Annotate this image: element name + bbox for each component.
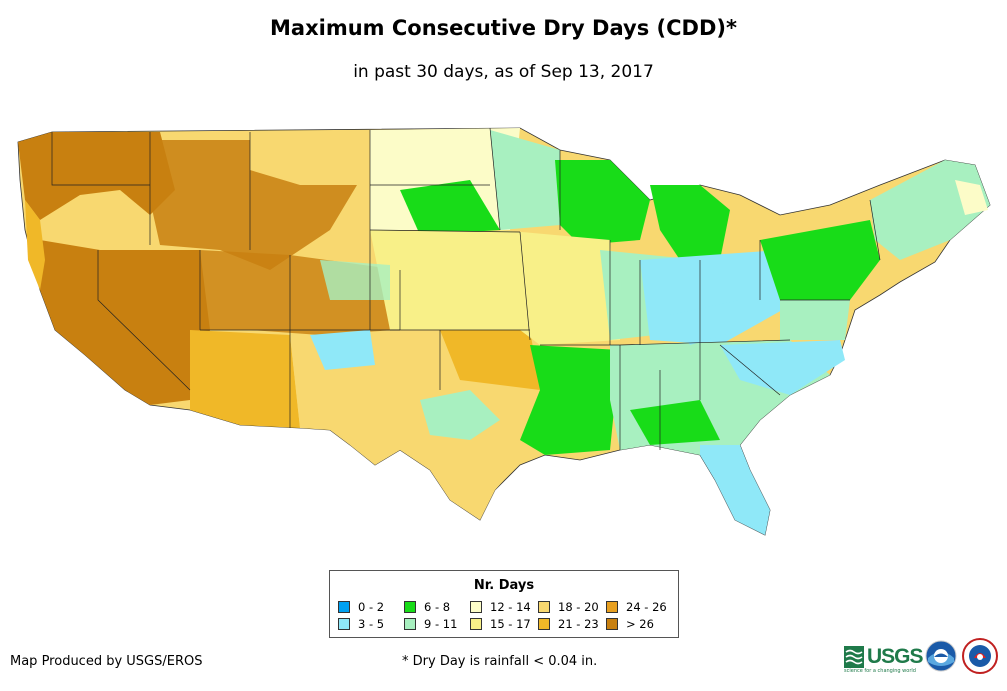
legend-swatch [606,601,618,613]
region-minnesota [490,130,560,230]
region-tennessee-blue [670,300,740,345]
legend-item: 15 - 17 [470,617,531,631]
usgs-logo: USGS science for a changing world [844,644,924,674]
map-title: Maximum Consecutive Dry Days (CDD)* [270,16,737,40]
legend-item: 6 - 8 [404,600,450,614]
legend-swatch [404,618,416,630]
legend-item: > 26 [606,617,654,631]
region-wisconsin [555,160,650,245]
legend-label: 18 - 20 [558,600,599,614]
footnote-text: * Dry Day is rainfall < 0.04 in. [402,654,598,669]
credit-text: Map Produced by USGS/EROS [10,654,203,669]
legend-title: Nr. Days [473,578,535,593]
region-montana [250,130,370,185]
legend-label: 0 - 2 [358,600,385,614]
state-borders [51,127,881,450]
legend-label: 6 - 8 [424,600,451,614]
region-nebraska-kansas [370,230,530,330]
legend-label: 24 - 26 [626,600,667,614]
legend-swatch [470,618,482,630]
nws-logo-icon [962,638,998,674]
legend-swatch [338,601,350,613]
legend-swatch [538,618,550,630]
region-new-york-pa [760,220,880,300]
usgs-wave-icon [844,646,864,668]
legend-item: 0 - 2 [338,600,384,614]
legend-item: 9 - 11 [404,617,457,631]
legend-label: 9 - 11 [424,617,458,631]
region-colorado-green [320,260,390,300]
region-nd-green [400,180,500,235]
legend-item: 18 - 20 [538,600,599,614]
region-arkansas-louisiana [520,345,620,455]
legend-item: 12 - 14 [470,600,531,614]
region-panhandle-blue [310,330,375,370]
region-iowa-missouri [500,230,620,345]
region-maine-yellow [955,180,988,215]
legend-label: 3 - 5 [358,617,385,631]
legend-swatch [470,601,482,613]
legend-swatch [338,618,350,630]
legend-swatch [538,601,550,613]
noaa-logo-icon [925,640,957,672]
region-fills [17,127,991,536]
map-subtitle: in past 30 days, as of Sep 13, 2017 [353,62,654,82]
region-oklahoma [440,330,540,390]
region-pacific-northwest [18,132,175,220]
usgs-logo-text: USGS [867,645,924,668]
region-west-coast-strip [25,200,45,290]
legend-item: 3 - 5 [338,617,384,631]
region-florida [700,445,770,535]
region-texas-green [420,390,500,440]
legend-swatch [404,601,416,613]
region-virginia [780,300,850,340]
legend-swatch [606,618,618,630]
legend: Nr. Days 0 - 2 3 - 5 6 - 8 9 - 11 12 - 14 15 … [329,570,679,638]
legend-label: > 26 [626,617,654,631]
region-california-nevada [40,240,210,405]
region-carolinas [720,340,845,395]
region-michigan [650,185,730,260]
region-arizona [190,330,300,428]
region-georgia-green [630,400,720,445]
legend-label: 21 - 23 [558,617,599,631]
legend-label: 12 - 14 [490,600,531,614]
legend-item: 21 - 23 [538,617,599,631]
legend-item: 24 - 26 [606,600,667,614]
legend-label: 15 - 17 [490,617,531,631]
us-dry-days-map [17,127,991,536]
usgs-tagline: science for a changing world [844,668,916,674]
